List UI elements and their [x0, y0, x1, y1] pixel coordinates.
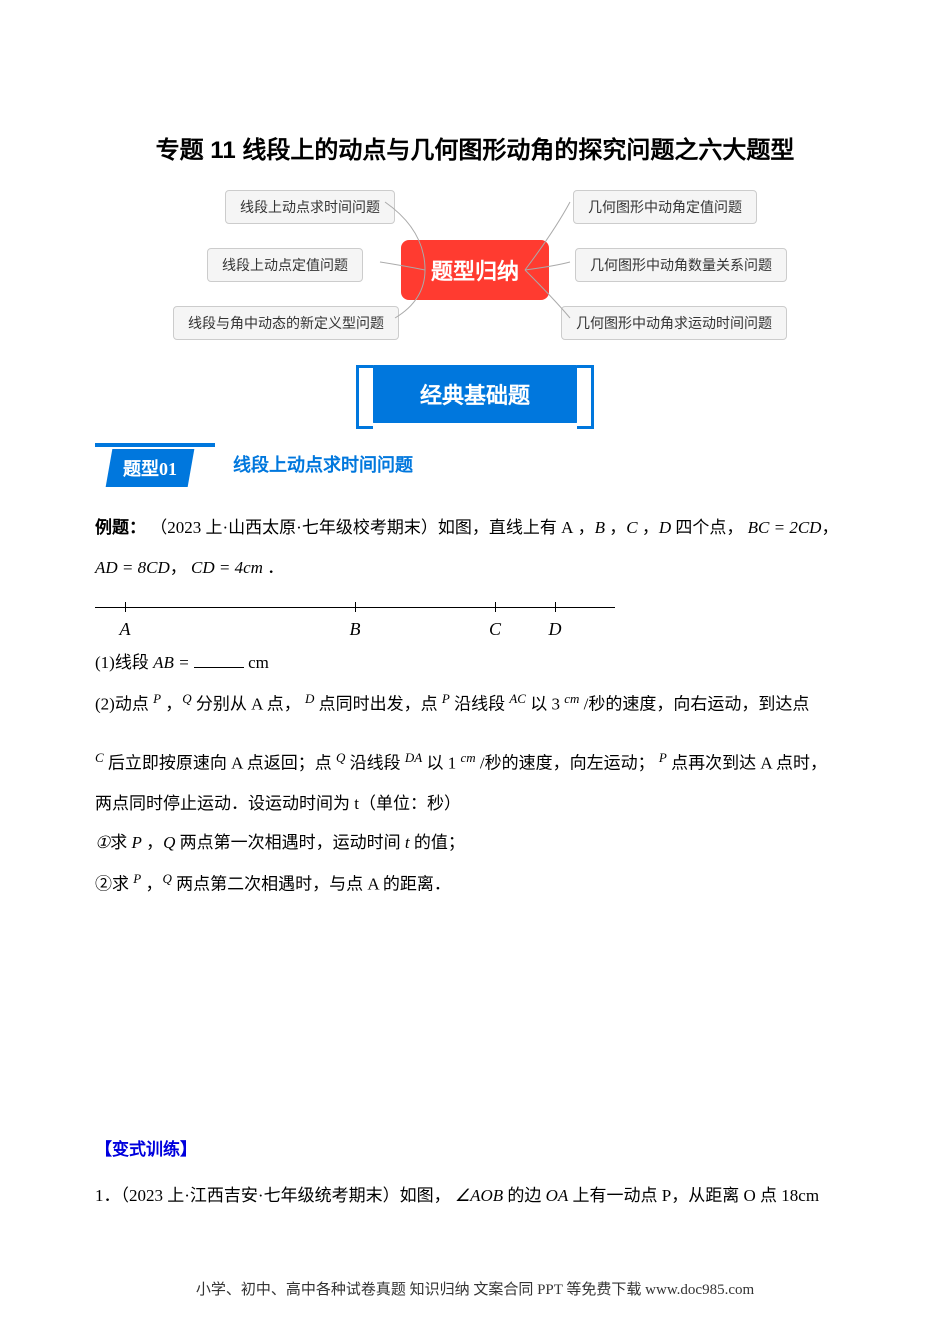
- right-node-1: 几何图形中动角定值问题: [573, 190, 757, 224]
- example-line1: 例题： （2023 上·山西太原·七年级校考期末）如图，直线上有 A ，B ，C…: [95, 510, 855, 546]
- example-label: 例题：: [95, 518, 146, 537]
- variation-title: 【变式训练】: [95, 1132, 855, 1168]
- topic-badge: 题型01: [106, 449, 195, 487]
- topic-title: 线段上动点求时间问题: [233, 451, 413, 477]
- cond2: AD = 8CD: [95, 558, 170, 577]
- left-node-1: 线段上动点求时间问题: [225, 190, 395, 224]
- center-node: 题型归纳: [401, 240, 549, 300]
- basic-section-banner: 经典基础题: [370, 365, 580, 423]
- example-line2: AD = 8CD， CD = 4cm ．: [95, 550, 855, 586]
- basic-section-title: 经典基础题: [373, 368, 577, 420]
- left-node-3: 线段与角中动态的新定义型问题: [173, 306, 399, 340]
- number-line-figure: A B C D: [95, 597, 615, 627]
- q2-line2: C 后立即按原速向 A 点返回；点 Q 沿线段 DA 以 1 cm /秒的速度，…: [95, 744, 855, 781]
- example-source: （2023 上·山西太原·七年级校考期末）如图，直线上有: [150, 518, 557, 537]
- topic-header: 题型01 线段上动点求时间问题: [95, 443, 855, 485]
- content-body: 例题： （2023 上·山西太原·七年级校考期末）如图，直线上有 A ，B ，C…: [95, 510, 855, 1214]
- page-title: 专题 11 线段上的动点与几何图形动角的探究问题之六大题型: [95, 130, 855, 165]
- right-node-2: 几何图形中动角数量关系问题: [575, 248, 787, 282]
- q1: (1)线段 AB = cm: [95, 645, 855, 681]
- right-node-3: 几何图形中动角求运动时间问题: [561, 306, 787, 340]
- q2-sub2: ②求 P ，Q 两点第二次相遇时，与点 A 的距离．: [95, 865, 855, 902]
- q2-sub1: ①求 P ，Q 两点第一次相遇时，运动时间 t 的值；: [95, 825, 855, 861]
- cond1: BC = 2CD: [748, 518, 822, 537]
- topic-badge-wrap: 题型01: [95, 443, 215, 485]
- v1-line: 1．（2023 上·江西吉安·七年级统考期末）如图， ∠AOB 的边 OA 上有…: [95, 1178, 855, 1214]
- cond3: CD = 4cm: [191, 558, 263, 577]
- page-footer: 小学、初中、高中各种试卷真题 知识归纳 文案合同 PPT 等免费下载 www.d…: [0, 1278, 950, 1299]
- points-text: 四个点，: [675, 518, 743, 537]
- mindmap-diagram: 线段上动点求时间问题 线段上动点定值问题 线段与角中动态的新定义型问题 题型归纳…: [125, 190, 825, 350]
- left-node-2: 线段上动点定值问题: [207, 248, 363, 282]
- q2-line1: (2)动点 P ，Q 分别从 A 点， D 点同时出发，点 P 沿线段 AC 以…: [95, 685, 855, 722]
- q2-line3: 两点同时停止运动．设运动时间为 t（单位：秒）: [95, 786, 855, 822]
